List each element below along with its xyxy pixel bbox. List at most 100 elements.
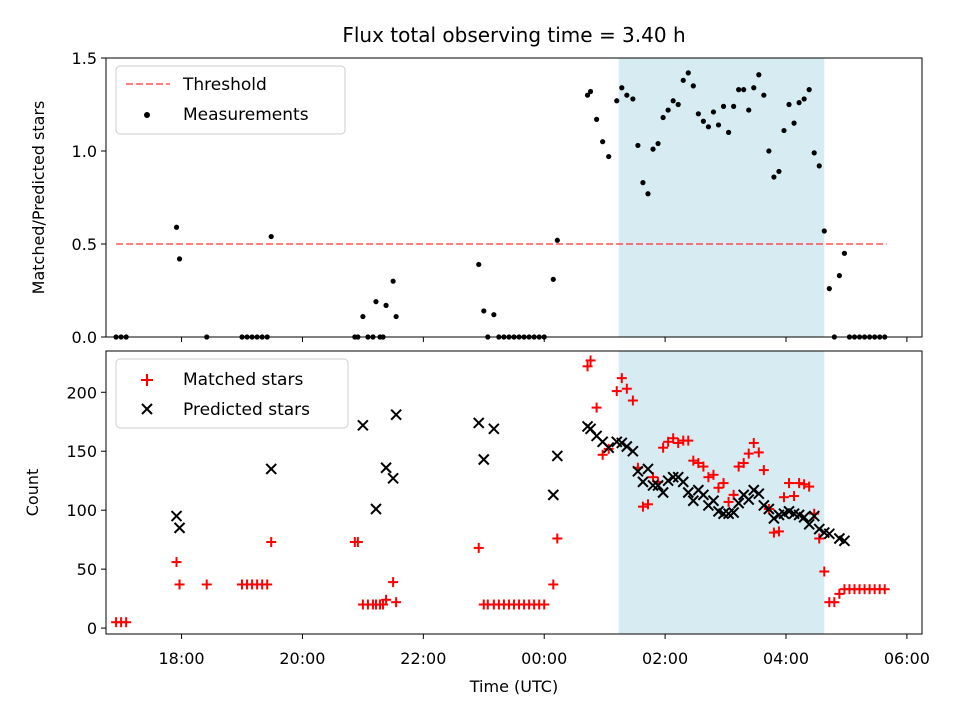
legend-threshold-label: Threshold: [182, 75, 267, 95]
predicted-star-point: [387, 472, 399, 485]
predicted-star-point: [547, 489, 559, 501]
predicted-star-point: [616, 437, 628, 449]
measurement-point: [710, 109, 717, 115]
matched-star-point: [748, 437, 759, 448]
x-tick-label: 06:00: [884, 649, 930, 668]
top-y-tick-label: 1.5: [72, 49, 97, 68]
predicted-star-point: [732, 497, 745, 509]
predicted-star-point: [758, 499, 770, 512]
measurement-point: [801, 96, 807, 102]
measurement-point: [821, 228, 827, 234]
measurement-point: [665, 107, 671, 113]
matched-star-point: [773, 526, 784, 537]
predicted-star-point: [380, 462, 392, 474]
matched-star-point: [473, 542, 484, 553]
predicted-star-point: [803, 518, 815, 531]
measurement-point: [670, 98, 676, 104]
matched-star-point: [611, 386, 622, 397]
matched-star-point: [381, 594, 392, 605]
measurement-point: [836, 273, 842, 279]
measurement-point: [776, 168, 782, 175]
measurement-point: [645, 191, 651, 197]
measurement-point: [705, 124, 712, 130]
measurement-point: [594, 116, 600, 122]
matched-star-point: [743, 448, 754, 459]
measurement-point: [816, 163, 822, 169]
predicted-star-point: [753, 487, 765, 500]
top-y-tick-label: 0.0: [72, 328, 97, 347]
bottom-y-ticks: 0 50 100 150 200: [66, 383, 106, 638]
matched-star-point: [668, 433, 679, 444]
matched-star-point: [388, 577, 399, 588]
predicted-star-point: [652, 479, 664, 492]
legend-matched-label: Matched stars: [183, 370, 303, 390]
matched-star-point: [688, 455, 699, 466]
measurement-point: [826, 286, 832, 292]
predicted-star-point: [798, 511, 810, 523]
predicted-star-point: [823, 528, 836, 540]
matched-star-point: [673, 437, 684, 448]
top-y-tick-label: 0.5: [72, 235, 97, 254]
measurement-point: [756, 72, 762, 78]
predicted-star-point: [682, 486, 694, 499]
x-tick-label: 22:00: [400, 649, 446, 668]
matched-star-point: [591, 402, 602, 413]
measurement-point: [715, 122, 722, 128]
matched-star-point: [698, 461, 709, 472]
bottom-legend-box: [115, 358, 349, 429]
measurement-point: [685, 70, 691, 76]
matched-star-point: [799, 479, 810, 490]
measurement-point: [584, 92, 591, 98]
matched-star-point: [548, 579, 559, 590]
predicted-star-point: [637, 476, 649, 488]
top-plot-frame: [105, 57, 923, 338]
matched-star-point: [663, 436, 674, 447]
bottom-y-tick-label: 0: [87, 619, 97, 638]
bottom-panel: 0 50 100 150 200 18:00 20:00 22:00 00:00 02:00 04…: [23, 350, 930, 696]
matched-star-point: [758, 465, 769, 476]
measurement-point: [635, 142, 641, 149]
measurement-point: [390, 278, 396, 284]
matched-star-point: [585, 355, 596, 366]
bottom-plot-frame: [105, 350, 923, 635]
matched-star-point: [642, 499, 653, 510]
matched-star-point: [879, 584, 890, 595]
measurement-point: [373, 299, 379, 305]
matched-star-point: [352, 537, 363, 548]
matched-star-point: [778, 492, 789, 503]
top-y-axis-label: Matched/Predicted stars: [29, 101, 48, 295]
matched-star-point: [201, 579, 212, 590]
measurement-point: [736, 87, 742, 93]
bottom-legend: Matched stars Predicted stars: [115, 358, 349, 429]
measurement-point: [695, 111, 701, 117]
matched-star-point: [266, 537, 277, 548]
top-y-tick-label: 1.0: [72, 142, 97, 161]
matched-star-point: [753, 447, 764, 458]
predicted-star-point: [743, 493, 755, 506]
measurement-point: [841, 250, 848, 256]
legend-measurements-label: Measurements: [183, 105, 309, 125]
bottom-y-tick-label: 100: [66, 501, 97, 520]
bottom-y-tick-label: 50: [77, 560, 97, 579]
predicted-star-point: [488, 423, 500, 435]
measurement-point: [650, 146, 656, 152]
x-tick-label: 00:00: [521, 649, 567, 668]
matched-star-point: [814, 533, 825, 544]
matched-star-point: [834, 588, 845, 599]
predicted-star-point: [763, 503, 775, 515]
top-legend-box: [115, 65, 346, 135]
matched-star-point: [819, 566, 830, 577]
measurement-point: [614, 98, 620, 104]
predicted-star-point: [657, 486, 669, 499]
x-tick-label: 02:00: [642, 649, 688, 668]
predicted-star-point: [551, 450, 564, 462]
measurement-point: [675, 101, 681, 108]
predicted-star-point: [662, 475, 674, 487]
matched-star-point: [621, 383, 632, 394]
matched-star-point: [597, 449, 608, 460]
measurement-point: [766, 148, 772, 154]
measurement-point: [176, 256, 183, 262]
matched-star-point: [616, 373, 627, 384]
matched-star-point: [683, 435, 694, 446]
